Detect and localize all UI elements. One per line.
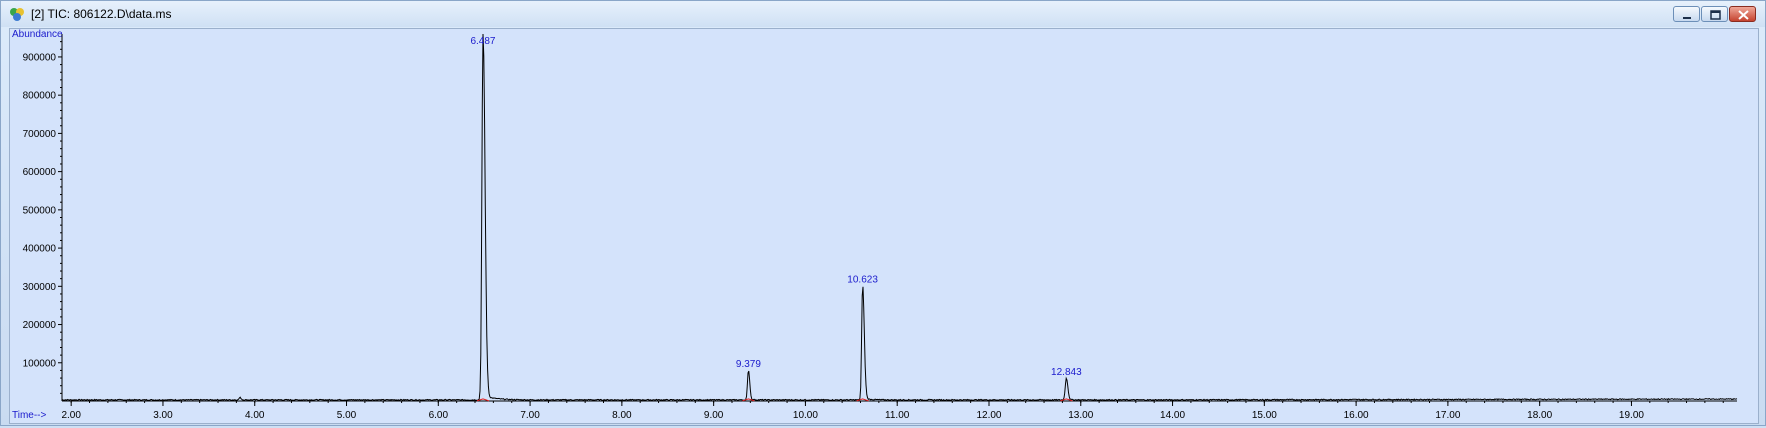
peak-labels: 6.487 9.379 10.623 12.843 (470, 36, 1082, 378)
x-tick-label: 10.00 (793, 410, 818, 421)
x-tick-label: 8.00 (612, 410, 632, 421)
peak-label: 12.843 (1051, 367, 1082, 378)
x-tick-label: 2.00 (61, 410, 81, 421)
x-tick-label: 6.00 (429, 410, 449, 421)
baseline-markers (476, 398, 1073, 402)
baseline-marker (856, 398, 869, 402)
y-tick-label: 200000 (23, 320, 57, 331)
window-title: [2] TIC: 806122.D\data.ms (31, 7, 172, 21)
baseline-marker (1060, 398, 1073, 402)
title-bar[interactable]: [2] TIC: 806122.D\data.ms (1, 1, 1765, 27)
y-ticks: 100000 200000 300000 400000 500000 600000 7000… (23, 41, 62, 394)
close-icon (1738, 10, 1749, 20)
chromatogram-app-icon (10, 8, 24, 21)
axes: Abundance Time--> (12, 29, 1737, 421)
y-axis-label: Abundance (12, 29, 63, 40)
y-tick-label: 400000 (23, 244, 57, 255)
x-tick-label: 11.00 (885, 410, 910, 421)
minimize-button[interactable] (1673, 6, 1700, 22)
close-button[interactable] (1729, 6, 1756, 22)
x-tick-label: 18.00 (1527, 410, 1552, 421)
tic-trace (61, 33, 1738, 402)
peak-label: 6.487 (470, 36, 495, 47)
x-tick-label: 9.00 (704, 410, 724, 421)
restore-button[interactable] (1701, 6, 1728, 22)
x-tick-label: 19.00 (1619, 410, 1644, 421)
baseline-marker (476, 398, 490, 402)
x-tick-label: 14.00 (1160, 410, 1185, 421)
x-tick-label: 12.00 (976, 410, 1001, 421)
y-tick-label: 900000 (23, 52, 57, 63)
x-ticks: 2.00 3.00 4.00 5.00 6.00 7.00 8.00 9.00 10.00 11.… (61, 401, 1724, 421)
y-tick-label: 800000 (23, 91, 57, 102)
plot-area[interactable]: Abundance Time--> 100000 200000 300000 4000… (9, 28, 1759, 424)
peak-label: 9.379 (736, 359, 761, 370)
x-tick-label: 13.00 (1068, 410, 1093, 421)
baseline-marker (742, 398, 755, 402)
x-tick-label: 4.00 (245, 410, 265, 421)
minimize-icon (1683, 17, 1691, 19)
peak-label: 10.623 (847, 274, 878, 285)
x-tick-label: 17.00 (1435, 410, 1460, 421)
x-tick-label: 7.00 (520, 410, 540, 421)
x-tick-label: 5.00 (337, 410, 357, 421)
chromatogram-chart: Abundance Time--> 100000 200000 300000 4000… (12, 29, 1738, 421)
x-tick-label: 3.00 (153, 410, 173, 421)
x-tick-label: 16.00 (1344, 410, 1369, 421)
y-tick-label: 600000 (23, 167, 57, 178)
x-tick-label: 15.00 (1252, 410, 1277, 421)
y-tick-label: 300000 (23, 282, 57, 293)
y-tick-label: 500000 (23, 205, 57, 216)
y-tick-label: 700000 (23, 129, 57, 140)
restore-icon (1710, 10, 1721, 20)
y-tick-label: 100000 (23, 358, 57, 369)
x-axis-label: Time--> (12, 410, 47, 421)
